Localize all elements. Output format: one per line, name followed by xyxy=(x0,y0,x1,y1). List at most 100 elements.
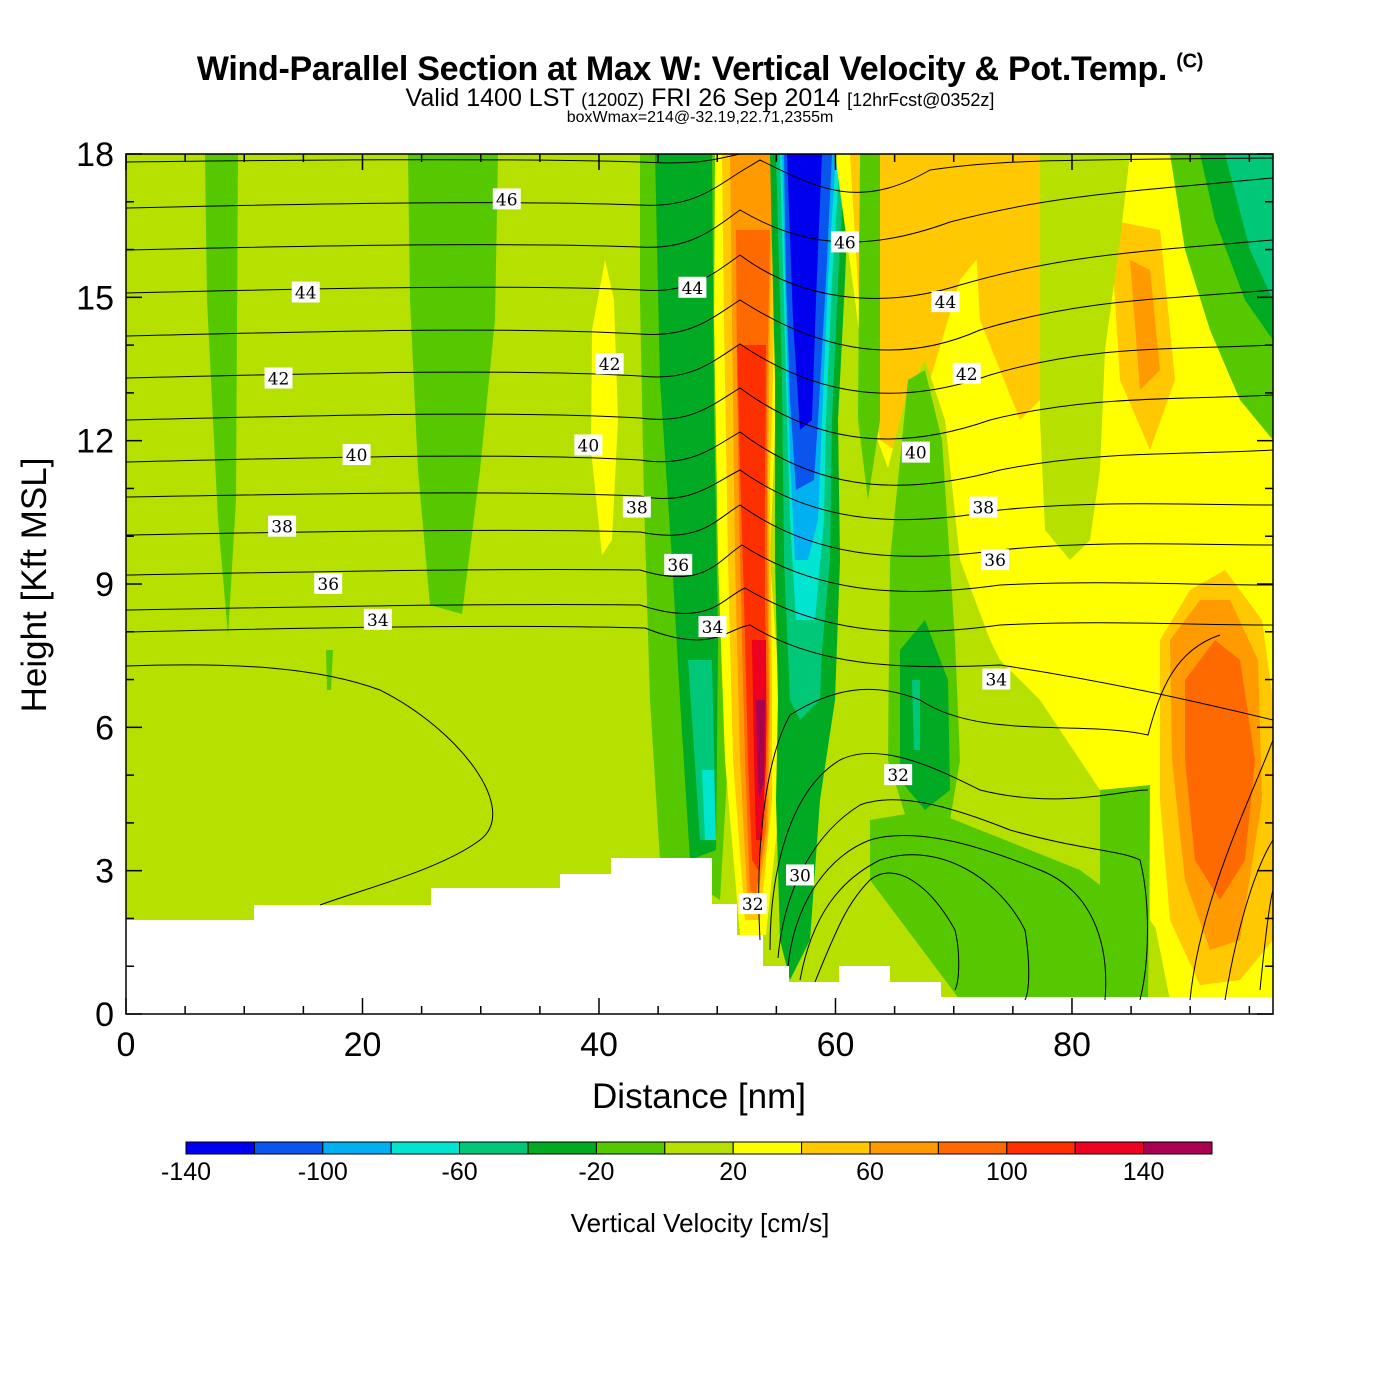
isentrope-label-bg xyxy=(291,281,320,303)
colorbar-swatch xyxy=(1006,1141,1076,1155)
isentrope-line xyxy=(126,289,1273,351)
isentrope-line xyxy=(814,872,960,991)
isentrope-label-bg xyxy=(264,367,293,389)
far-right-teal xyxy=(1225,154,1273,300)
colorbar-tick-label: -20 xyxy=(578,1158,614,1186)
axis-ticks xyxy=(125,153,1273,1015)
downdraft-streak-1 xyxy=(205,154,238,635)
lower-right-green-dark xyxy=(900,620,950,810)
copyright-mark: (C) xyxy=(1176,50,1204,73)
isentrope-line xyxy=(126,154,741,164)
isentrope-line xyxy=(126,177,1273,251)
colorbar-swatch xyxy=(1074,1141,1145,1155)
isentrope-label: 44 xyxy=(291,281,320,304)
isentrope-label-bg xyxy=(698,616,727,637)
isentrope-label-text: 38 xyxy=(626,499,648,519)
isentrope-label: 36 xyxy=(981,549,1010,571)
lower-right-green-wedge xyxy=(1100,785,1150,1000)
colorbar-swatch xyxy=(595,1141,666,1155)
forecast-info: [12hrFcst@0352z] xyxy=(847,90,995,110)
isentrope-label-text: 36 xyxy=(984,551,1006,571)
x-axis-title: Distance [nm] xyxy=(592,1077,806,1116)
colorbar-swatch xyxy=(1143,1141,1213,1155)
valid-date: FRI 26 Sep 2014 xyxy=(651,84,841,112)
isentrope-label-bg xyxy=(931,291,960,313)
isentrope-line xyxy=(126,664,493,906)
y-tick-label: 0 xyxy=(95,996,114,1034)
isentrope-label-bg xyxy=(342,444,371,465)
colorbar-swatch xyxy=(664,1141,734,1155)
isentrope-line xyxy=(126,587,1273,633)
isentropes xyxy=(126,154,1273,1001)
isentrope-label: 32 xyxy=(738,893,767,915)
isentrope-label-bg xyxy=(574,434,603,456)
isentrope-label-text: 36 xyxy=(667,556,689,576)
updraft-max-core xyxy=(756,700,765,800)
colorbar-title: Vertical Velocity [cm/s] xyxy=(571,1208,830,1238)
isentrope-line xyxy=(769,752,1149,951)
isentrope-label-bg xyxy=(664,553,693,575)
colorbar-tick-label: 100 xyxy=(986,1158,1028,1186)
isentrope-line xyxy=(777,799,1148,1001)
x-tick-labels: 0 20 40 60 80 xyxy=(117,1026,1091,1064)
isentrope-label: 42 xyxy=(264,367,293,390)
isentrope-label-bg xyxy=(952,362,981,384)
colorbar-tick-label: -60 xyxy=(442,1158,478,1186)
isentrope-label-bg xyxy=(363,608,392,630)
isentrope-label-text: 42 xyxy=(268,370,290,390)
isentrope-label-text: 36 xyxy=(317,575,339,595)
colorbar-swatch xyxy=(185,1141,255,1155)
isentrope-label-text: 30 xyxy=(789,866,811,886)
valid-time-line: Valid 1400 LST (1200Z) FRI 26 Sep 2014 [… xyxy=(0,84,1400,113)
isentrope-label: 44 xyxy=(678,276,707,299)
isentrope-line xyxy=(126,157,1273,209)
isentrope-label-text: 38 xyxy=(972,499,994,519)
y-tick-label: 15 xyxy=(76,279,114,317)
isentrope-label-text: 40 xyxy=(346,446,368,466)
isentrope-label-text: 42 xyxy=(599,355,621,375)
updraft-lens xyxy=(591,260,618,555)
isentrope-label: 38 xyxy=(622,496,651,519)
isentrope-label: 46 xyxy=(830,231,859,253)
isentrope-label-text: 32 xyxy=(742,895,764,915)
isentrope-label: 40 xyxy=(342,444,371,466)
isentrope-label: 36 xyxy=(664,553,693,576)
isentrope-label: 34 xyxy=(363,608,392,631)
y-tick-label: 6 xyxy=(95,709,114,747)
isentrope-label-text: 34 xyxy=(367,611,389,631)
chart-title-text: Wind-Parallel Section at Max W: Vertical… xyxy=(196,50,1168,88)
colorbar-tick-label: 20 xyxy=(719,1158,747,1186)
colorbar-swatch xyxy=(801,1141,871,1155)
isentrope-line xyxy=(799,854,1030,1001)
colorbar-swatch xyxy=(527,1141,597,1155)
isentrope-label-text: 44 xyxy=(295,284,317,304)
isentrope-line xyxy=(787,834,1107,1001)
isentrope-label-text: 38 xyxy=(271,518,293,538)
isentrope-label-bg xyxy=(595,353,624,375)
isentrope-label-text: 44 xyxy=(682,279,704,299)
isentrope-labels: 46 44 42 40 38 36 34 44 42 40 38 36 34 46 44 42 40 38 36 34… xyxy=(264,188,1011,915)
y-tick-label: 9 xyxy=(95,566,114,604)
isentrope-label: 36 xyxy=(314,573,343,595)
isentrope-label: 34 xyxy=(698,616,727,638)
isentrope-label-bg xyxy=(678,276,707,298)
colorbar-swatch xyxy=(937,1141,1008,1155)
isentrope-label: 34 xyxy=(982,668,1011,691)
y-tick-label: 18 xyxy=(76,136,114,174)
downdraft-streak-2 xyxy=(408,154,498,614)
x-tick-label: 80 xyxy=(1053,1026,1091,1064)
core-downdraft-core xyxy=(702,770,716,840)
colorbar-tick-label: -140 xyxy=(161,1158,211,1186)
colorbar-swatch xyxy=(732,1141,803,1155)
isentrope-label-text: 34 xyxy=(702,618,724,638)
colorbar-tick-label: 140 xyxy=(1123,1158,1165,1186)
isentrope-label-text: 46 xyxy=(496,190,518,210)
isentrope-label-bg xyxy=(901,441,930,463)
x-tick-label: 0 xyxy=(117,1026,136,1064)
y-tick-label: 12 xyxy=(76,423,114,461)
far-right-updraft-80 xyxy=(1185,640,1255,900)
colorbar-swatch xyxy=(869,1141,939,1155)
isentrope-line xyxy=(126,239,1273,299)
isentrope-label: 42 xyxy=(595,353,624,375)
